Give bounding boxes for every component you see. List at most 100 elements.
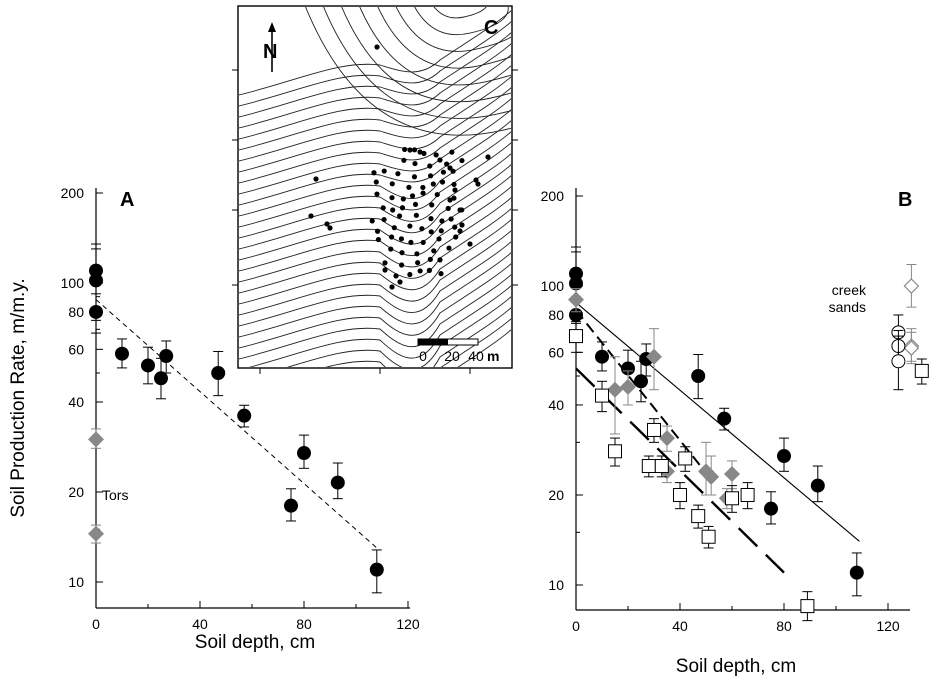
- sample-site: [380, 205, 386, 211]
- contour-line: [239, 54, 511, 140]
- x-tick-label: 0: [572, 618, 580, 634]
- sample-site: [427, 163, 433, 169]
- sample-site: [375, 236, 382, 243]
- panel-b: 0 40 80 120 10 20 40 60 80 100 200 B Soil depth, cm c…: [541, 188, 929, 677]
- sample-site: [390, 207, 396, 213]
- data-point: [691, 354, 706, 400]
- sample-site: [402, 146, 408, 153]
- contour-line: [239, 230, 511, 316]
- sample-site: [429, 202, 435, 208]
- x-tick-label: 120: [396, 616, 420, 632]
- sample-site: [449, 149, 455, 155]
- sample-site: [308, 213, 314, 219]
- contour-line: [248, 285, 511, 367]
- panel-letter: C: [484, 17, 498, 39]
- sample-site: [412, 160, 418, 167]
- contour-line: [239, 65, 511, 151]
- sample-site: [396, 213, 403, 219]
- circle-marker: [777, 449, 791, 464]
- contour-line: [239, 98, 511, 184]
- data-point: [646, 328, 662, 391]
- data-point: [89, 293, 103, 334]
- contour-line: [305, 7, 511, 136]
- data-point: [88, 428, 104, 449]
- sample-site: [439, 218, 445, 224]
- open-square-marker: [569, 329, 583, 344]
- open-square-marker: [691, 509, 706, 524]
- sample-site: [450, 168, 456, 174]
- data-point: [903, 331, 920, 365]
- panel-a: 0 40 80 120 10 20 40 60 80 100 200 A Soil Production…: [8, 185, 420, 653]
- contour-line: [239, 274, 511, 360]
- contour-line: [359, 7, 511, 86]
- open-diamond-marker: [903, 278, 920, 294]
- open-square-marker: [595, 388, 609, 403]
- data-point: [914, 358, 929, 385]
- y-tick-label: 80: [548, 307, 564, 323]
- open-square-marker: [641, 459, 656, 474]
- y-tick-label: 200: [541, 188, 565, 204]
- sample-site: [459, 222, 465, 228]
- x-tick-label: 40: [672, 618, 688, 634]
- data-point: [777, 437, 791, 472]
- sample-site: [389, 181, 395, 187]
- data-point: [654, 455, 669, 478]
- data-point: [647, 418, 661, 443]
- contour-line: [433, 7, 487, 19]
- sample-site: [374, 44, 380, 50]
- sample-site: [409, 193, 416, 199]
- data-point: [141, 346, 155, 385]
- sample-site: [419, 226, 425, 232]
- sample-site: [415, 260, 421, 266]
- contour-line: [377, 7, 511, 69]
- circle-marker: [691, 369, 706, 384]
- sample-site: [428, 216, 434, 222]
- sample-site: [448, 216, 454, 222]
- sample-site: [473, 177, 479, 183]
- tors-label: Tors: [102, 487, 128, 503]
- scale-bar-unit: m: [487, 348, 499, 364]
- sample-site: [433, 152, 439, 158]
- sample-site: [398, 262, 405, 268]
- circle-marker: [634, 374, 648, 389]
- circle-marker: [115, 346, 129, 361]
- contour-line: [239, 164, 511, 250]
- open-square-marker: [647, 422, 661, 437]
- diamond-marker: [568, 291, 584, 308]
- sample-site: [439, 179, 446, 185]
- contour-line: [239, 175, 511, 261]
- contour-line: [239, 32, 511, 118]
- sample-site: [411, 147, 418, 153]
- open-square-marker: [740, 487, 755, 502]
- contour-line: [323, 7, 511, 119]
- circle-marker: [717, 411, 732, 426]
- circle-marker: [141, 358, 155, 373]
- y-tick-label: 80: [68, 304, 84, 320]
- x-tick-label: 80: [296, 616, 312, 632]
- panel-c-map: N C 0 20 40 m: [232, 5, 518, 374]
- sample-site: [414, 251, 420, 257]
- sample-site: [393, 273, 399, 279]
- data-point: [691, 504, 706, 529]
- contour-lines: [239, 7, 511, 367]
- sample-site: [371, 170, 377, 176]
- data-point: [595, 380, 609, 413]
- map-frame: [237, 5, 513, 369]
- sample-site: [447, 197, 453, 203]
- circle-marker: [569, 276, 583, 291]
- panel-letter: A: [120, 189, 134, 211]
- y-axis-title: Soil Production Rate, m/m.y.: [8, 278, 29, 517]
- y-tick-label: 40: [548, 397, 564, 413]
- data-point: [88, 524, 104, 544]
- sample-site: [407, 271, 413, 278]
- circle-marker: [211, 366, 226, 381]
- sample-site: [436, 236, 442, 242]
- contour-line: [239, 21, 511, 107]
- data-point: [369, 549, 384, 594]
- y-tick-label: 40: [68, 394, 84, 410]
- open-circle-marker: [891, 354, 906, 369]
- circle-marker: [297, 446, 311, 461]
- contour-line: [325, 307, 511, 367]
- sample-site: [389, 195, 395, 201]
- sample-site: [485, 154, 491, 160]
